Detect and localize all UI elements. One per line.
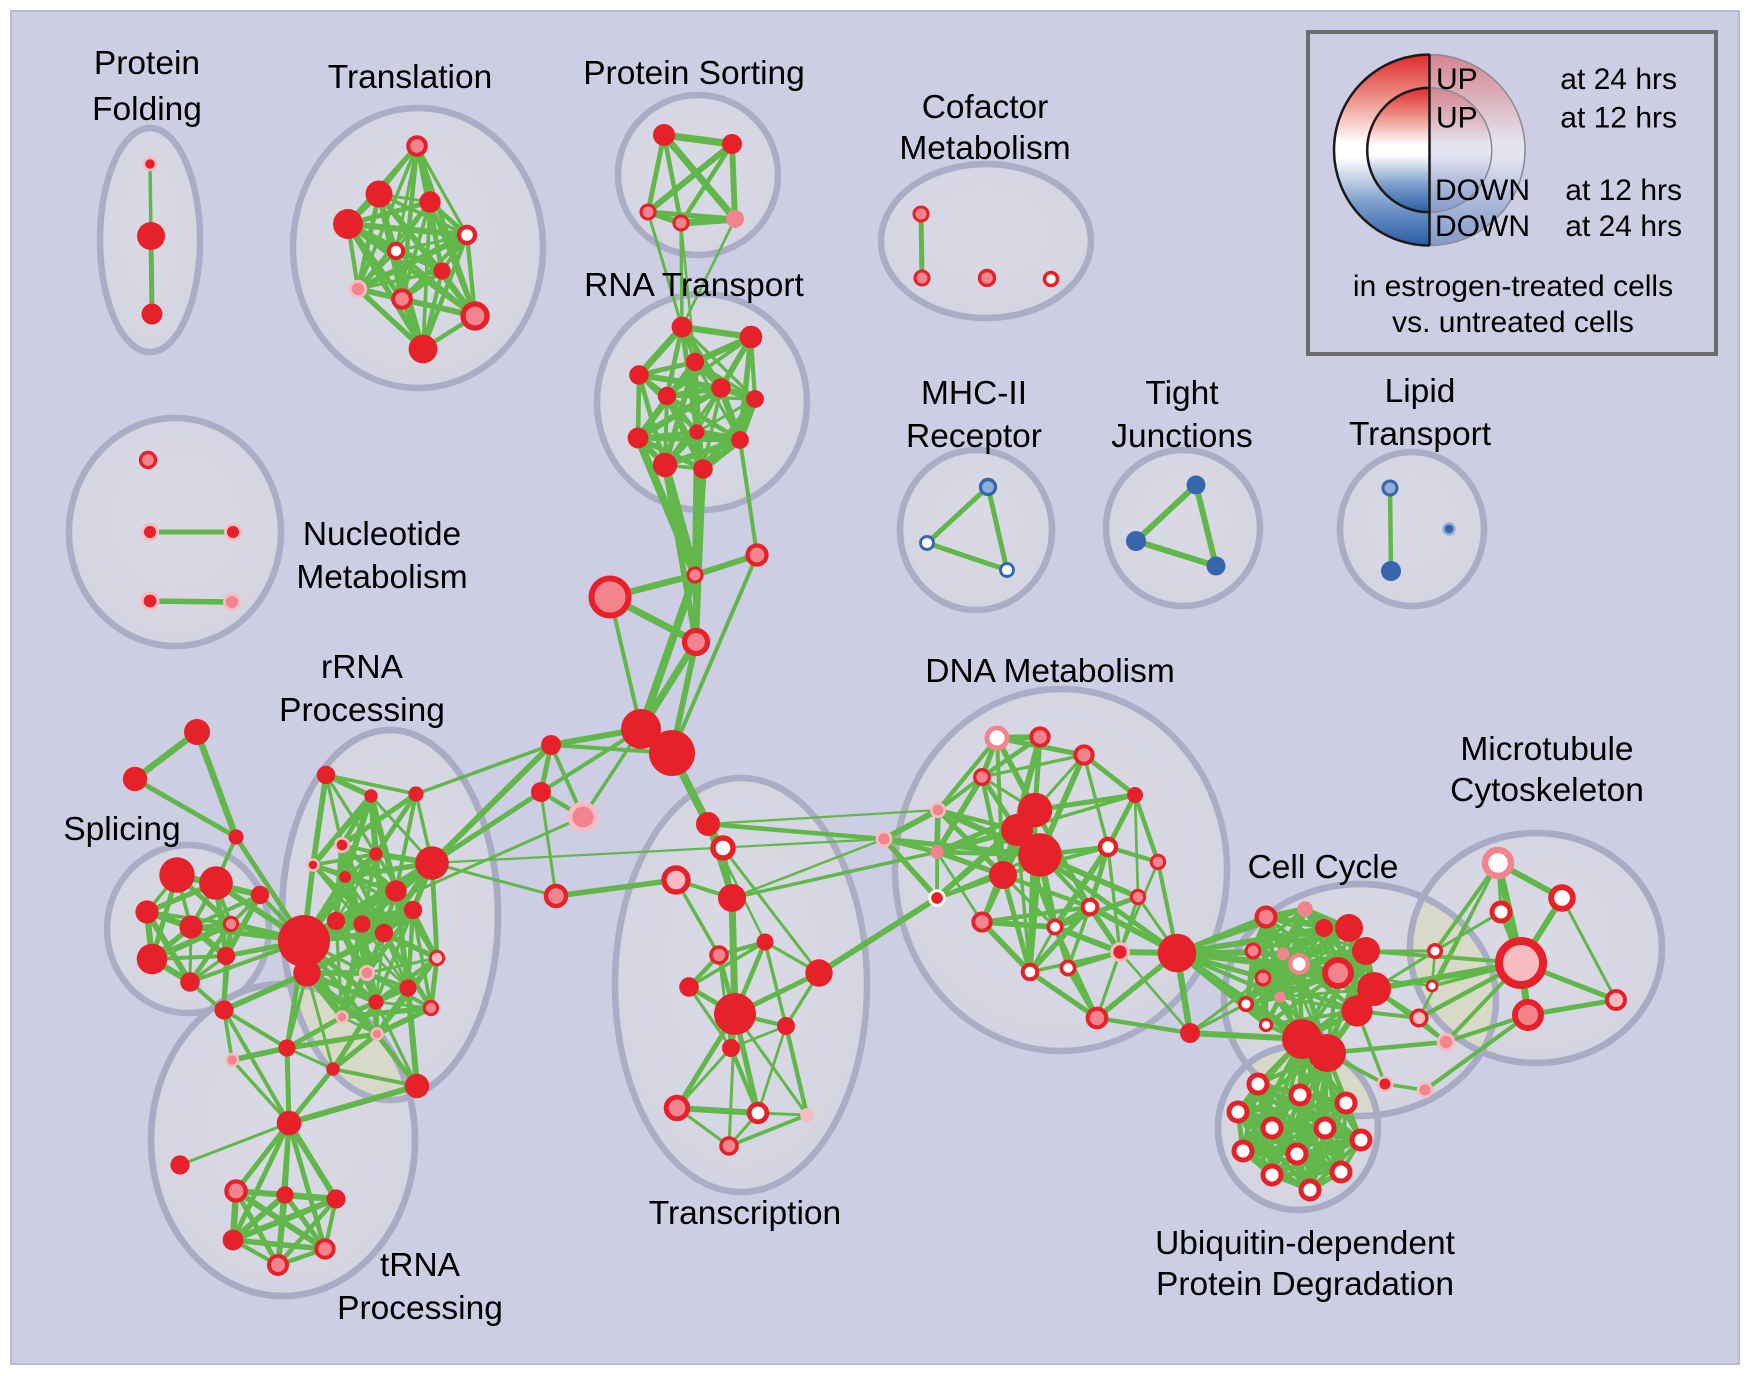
svg-text:Ubiquitin-dependent: Ubiquitin-dependent <box>1155 1225 1456 1262</box>
svg-text:Metabolism: Metabolism <box>899 130 1070 167</box>
svg-text:RNA Transport: RNA Transport <box>584 267 804 304</box>
svg-text:in estrogen-treated cells: in estrogen-treated cells <box>1353 270 1673 303</box>
svg-text:Processing: Processing <box>337 1290 503 1327</box>
svg-text:Nucleotide: Nucleotide <box>303 516 461 553</box>
svg-text:at 24 hrs: at 24 hrs <box>1565 210 1682 243</box>
svg-text:Folding: Folding <box>92 91 202 128</box>
svg-text:vs. untreated cells: vs. untreated cells <box>1392 306 1634 339</box>
svg-text:at 12 hrs: at 12 hrs <box>1565 174 1682 207</box>
svg-text:rRNA: rRNA <box>321 649 404 686</box>
svg-text:Cofactor: Cofactor <box>922 89 1049 126</box>
svg-text:Metabolism: Metabolism <box>296 559 467 596</box>
svg-text:at 24 hrs: at 24 hrs <box>1560 63 1677 96</box>
svg-text:UP: UP <box>1436 102 1478 135</box>
svg-text:Receptor: Receptor <box>906 418 1042 455</box>
svg-text:Cytoskeleton: Cytoskeleton <box>1450 772 1644 809</box>
svg-text:Lipid: Lipid <box>1385 373 1456 410</box>
svg-text:Junctions: Junctions <box>1111 418 1253 455</box>
svg-text:DOWN: DOWN <box>1435 174 1530 207</box>
svg-text:Cell Cycle: Cell Cycle <box>1248 849 1399 886</box>
svg-text:Transport: Transport <box>1349 416 1492 453</box>
svg-text:Translation: Translation <box>328 59 492 96</box>
svg-text:at 12 hrs: at 12 hrs <box>1560 102 1677 135</box>
svg-text:UP: UP <box>1436 63 1478 96</box>
svg-text:Processing: Processing <box>279 692 445 729</box>
svg-text:Protein Degradation: Protein Degradation <box>1156 1266 1454 1303</box>
svg-text:Splicing: Splicing <box>63 811 180 848</box>
svg-text:Microtubule: Microtubule <box>1460 731 1633 768</box>
svg-text:MHC-II: MHC-II <box>921 375 1027 412</box>
svg-text:Tight: Tight <box>1145 375 1219 412</box>
svg-text:Transcription: Transcription <box>649 1195 841 1232</box>
svg-text:Protein: Protein <box>94 45 200 82</box>
svg-text:DOWN: DOWN <box>1435 210 1530 243</box>
svg-text:Protein Sorting: Protein Sorting <box>583 55 805 92</box>
svg-text:DNA Metabolism: DNA Metabolism <box>925 653 1174 690</box>
svg-text:tRNA: tRNA <box>380 1247 461 1284</box>
